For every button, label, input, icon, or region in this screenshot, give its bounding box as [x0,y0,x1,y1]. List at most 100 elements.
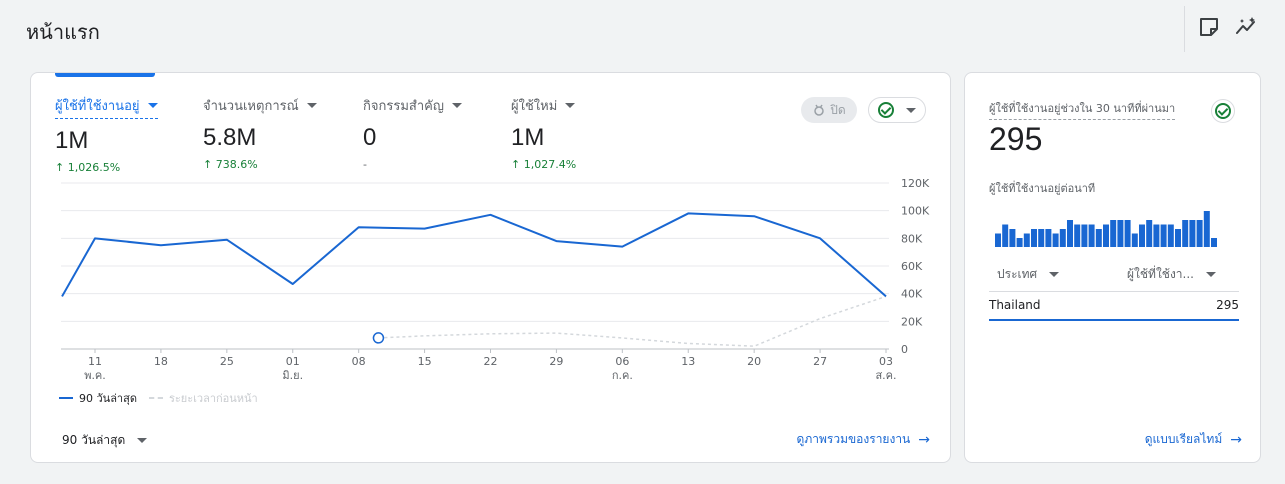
per-minute-bar [1211,238,1217,247]
country-column-header[interactable]: ประเทศ [997,265,1060,284]
legend-swatch-previous [148,397,163,399]
per-minute-bar [1110,220,1117,247]
x-tick-label: 13 [681,355,695,368]
anomaly-icon [814,104,825,116]
metric-event-count[interactable]: จำนวนเหตุการณ์ 5.8M ↑ 738.6% [203,95,317,171]
per-minute-bar [995,233,1001,247]
per-minute-bar [1038,229,1045,247]
per-minute-bar [1095,229,1102,247]
per-minute-bar [1124,220,1131,247]
x-tick-label: 27 [813,355,827,368]
per-minute-bar [1088,224,1095,247]
per-minute-bar [1182,220,1189,247]
chart-legend: 90 วันล่าสุด ระยะเวลาก่อนหน้า [59,389,258,407]
realtime-label: ผู้ใช้ที่ใช้งานอยู่ช่วงใน 30 นาทีที่ผ่าน… [989,99,1176,120]
x-tick-label: 18 [154,355,168,368]
metric-value: 5.8M [203,124,257,151]
realtime-status[interactable] [1211,99,1235,123]
date-range-select[interactable]: 90 วันล่าสุด [62,431,148,450]
y-tick-label: 100K [901,205,930,218]
overview-card: ผู้ใช้ที่ใช้งานอยู่ 1M ↑ 1,026.5% จำนวนเ… [30,72,951,463]
per-minute-bar [1016,238,1023,247]
per-minute-bar [1196,220,1203,247]
x-tick-label: 11 [88,355,102,368]
arrow-up-icon: ↑ [55,161,65,174]
y-tick-label: 20K [901,315,923,328]
pill-off-toggle: ปิด [801,97,857,123]
previous-period-line [378,295,887,347]
row-share-bar [989,319,1239,321]
page-title: หน้าแรก [26,20,100,44]
x-tick-month-label: พ.ค. [84,369,106,382]
per-minute-bar [1117,220,1124,247]
metric-new-users[interactable]: ผู้ใช้ใหม่ 1M ↑ 1,027.4% [511,95,576,171]
view-realtime-link[interactable]: ดูแบบเรียลไทม์ → [1145,430,1242,449]
per-minute-bar [1131,233,1138,247]
per-minute-bar [1045,229,1052,247]
link-label: ดูแบบเรียลไทม์ [1144,432,1223,446]
pill-off-label: ปิด [830,102,846,117]
per-minute-bar [1002,224,1009,247]
top-divider [1184,6,1185,52]
metric-label: กิจกรรมสำคัญ [363,99,444,114]
data-quality-dropdown[interactable] [868,97,926,123]
x-tick-month-label: มิ.ย. [282,369,303,382]
x-tick-label: 29 [549,355,563,368]
metric-change: - [363,158,367,171]
per-minute-bar [1139,224,1145,247]
chevron-down-icon [306,103,317,108]
per-minute-bar [1031,229,1037,247]
per-minute-bar [1074,224,1081,247]
per-minute-bar [1081,224,1088,247]
view-report-overview-link[interactable]: ดูภาพรวมของรายงาน → [797,430,930,449]
per-minute-bar [1146,220,1153,247]
chevron-down-icon [451,103,462,108]
date-range-label: 90 วันล่าสุด [62,433,126,447]
per-minute-bar [1059,229,1066,247]
table-divider [989,291,1239,292]
top-bar: หน้าแรก [0,0,1285,58]
column-label: ประเทศ [997,267,1038,281]
row-users: 295 [1216,298,1239,312]
link-label: ดูภาพรวมของรายงาน [796,432,911,446]
chevron-down-icon [1206,272,1216,277]
y-tick-label: 0 [901,343,908,356]
metric-key-events[interactable]: กิจกรรมสำคัญ 0 - [363,95,462,171]
chevron-down-icon [565,103,576,108]
arrow-right-icon: → [1230,431,1242,448]
metric-value: 0 [363,124,377,151]
check-circle-icon [878,102,894,118]
x-tick-label: 03 [879,355,893,368]
metric-label: ผู้ใช้ใหม่ [511,99,558,114]
arrow-up-icon: ↑ [511,158,521,171]
per-minute-bar [1023,233,1030,247]
insights-icon[interactable] [1236,16,1258,38]
chart-marker [372,332,385,344]
metric-label: จำนวนเหตุการณ์ [203,99,299,114]
metric-change: ↑ 1,027.4% [511,158,577,171]
check-circle-icon [1215,103,1231,119]
y-tick-label: 120K [901,177,930,190]
table-row: Thailand 295 [989,298,1239,312]
y-tick-label: 60K [901,260,923,273]
x-tick-month-label: ส.ค. [875,369,896,382]
per-minute-bar [1153,224,1160,247]
per-minute-bar [1103,224,1109,247]
note-icon[interactable] [1198,16,1220,38]
chevron-down-icon [906,107,916,113]
per-minute-bar [1189,220,1196,247]
metric-active-users[interactable]: ผู้ใช้ที่ใช้งานอยู่ 1M ↑ 1,026.5% [55,95,158,174]
chevron-down-icon [147,103,158,108]
metric-label: ผู้ใช้ที่ใช้งานอยู่ [55,99,140,114]
current-period-line [61,212,887,298]
x-tick-month-label: ก.ค. [612,369,633,382]
users-column-header[interactable]: ผู้ใช้ที่ใช้งา... [1127,265,1216,284]
x-tick-label: 01 [286,355,300,368]
legend-current: 90 วันล่าสุด [79,392,137,405]
per-minute-bar [1067,220,1073,247]
x-tick-label: 15 [418,355,432,368]
metric-change: ↑ 738.6% [203,158,258,171]
per-minute-label: ผู้ใช้ที่ใช้งานอยู่ต่อนาที [989,182,1096,195]
y-tick-label: 80K [901,232,923,245]
per-minute-bar [1052,233,1059,247]
